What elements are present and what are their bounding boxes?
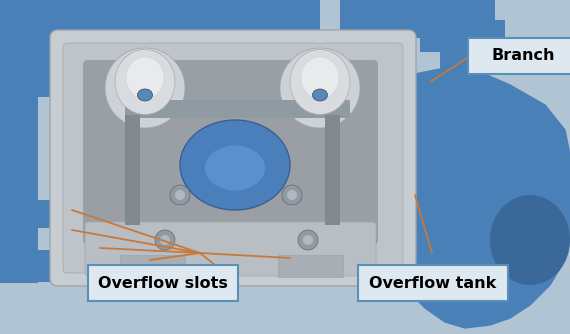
FancyBboxPatch shape <box>85 222 376 276</box>
Polygon shape <box>385 68 570 328</box>
Bar <box>0 75 38 250</box>
Bar <box>125 115 140 225</box>
Bar <box>120 255 185 277</box>
Ellipse shape <box>290 49 350 115</box>
Bar <box>440 52 468 77</box>
Bar <box>0 250 60 282</box>
Ellipse shape <box>280 48 360 128</box>
Text: Overflow slots: Overflow slots <box>98 276 228 291</box>
Bar <box>0 200 60 228</box>
Bar <box>0 60 40 80</box>
Bar <box>155 52 210 77</box>
Bar <box>0 228 38 283</box>
FancyBboxPatch shape <box>50 30 416 286</box>
FancyBboxPatch shape <box>468 38 570 74</box>
Ellipse shape <box>115 49 175 115</box>
Bar <box>420 20 505 52</box>
Ellipse shape <box>137 89 153 101</box>
Bar <box>200 38 228 68</box>
Ellipse shape <box>205 146 265 190</box>
Circle shape <box>160 235 170 245</box>
Ellipse shape <box>490 195 570 285</box>
FancyBboxPatch shape <box>83 60 378 245</box>
Bar <box>440 38 468 68</box>
Ellipse shape <box>105 48 185 128</box>
Circle shape <box>175 190 185 200</box>
Circle shape <box>287 190 297 200</box>
Circle shape <box>170 185 190 205</box>
Circle shape <box>298 230 318 250</box>
Bar <box>175 0 320 38</box>
Ellipse shape <box>126 57 164 99</box>
Ellipse shape <box>180 120 290 210</box>
Circle shape <box>282 185 302 205</box>
Bar <box>0 0 55 70</box>
Text: Overflow tank: Overflow tank <box>369 276 496 291</box>
Bar <box>125 100 350 118</box>
FancyBboxPatch shape <box>358 265 508 301</box>
Bar <box>340 0 495 38</box>
Ellipse shape <box>312 89 328 101</box>
Bar <box>35 55 63 97</box>
Bar <box>35 38 83 66</box>
Bar <box>290 38 318 68</box>
Bar <box>175 68 210 88</box>
Bar <box>325 115 340 225</box>
Ellipse shape <box>301 57 339 99</box>
FancyBboxPatch shape <box>63 43 403 273</box>
Circle shape <box>303 235 313 245</box>
Circle shape <box>155 230 175 250</box>
FancyBboxPatch shape <box>88 265 238 301</box>
Bar <box>0 0 185 38</box>
Bar <box>278 255 343 277</box>
Text: Branch: Branch <box>491 48 555 63</box>
